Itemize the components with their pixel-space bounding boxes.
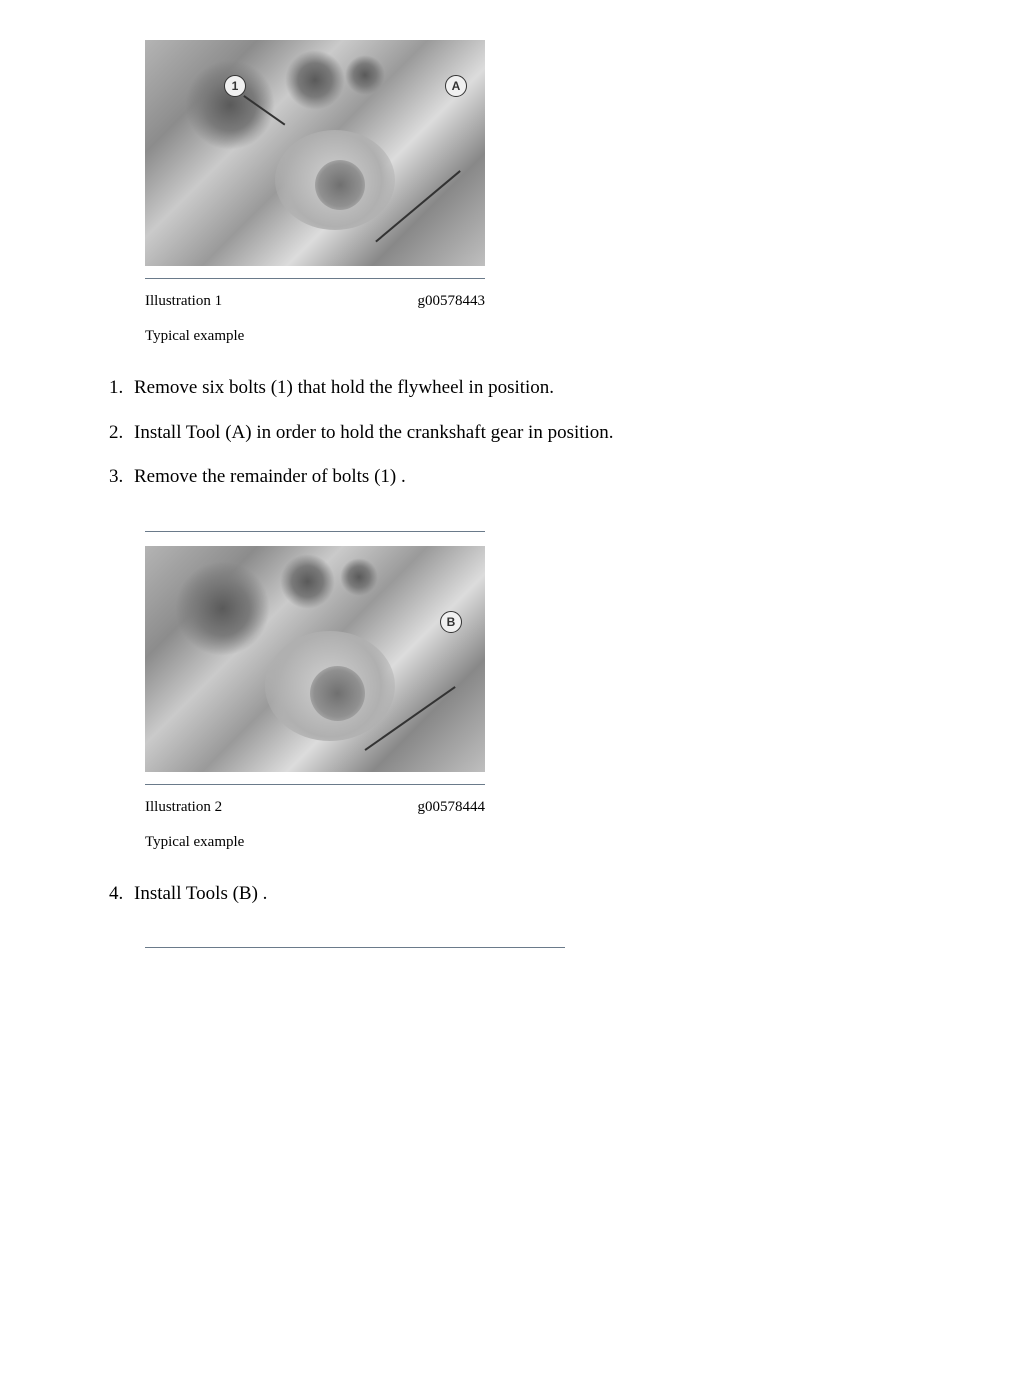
callout-b: B xyxy=(440,611,462,633)
steps-group-2: Install Tools (B) . xyxy=(100,881,924,908)
figure-2-top-divider xyxy=(145,531,485,532)
callout-b-label: B xyxy=(447,615,456,629)
figure-1-block: 1 A Illustration 1 g00578443 Typical exa… xyxy=(145,40,924,345)
step-item: Install Tool (A) in order to hold the cr… xyxy=(128,420,924,447)
figure-2-label: Illustration 2 xyxy=(145,799,222,816)
steps-group-1: Remove six bolts (1) that hold the flywh… xyxy=(100,375,924,491)
figure-2-block: B Illustration 2 g00578444 Typical examp… xyxy=(145,531,924,851)
callout-a-label: A xyxy=(452,79,461,93)
figure-1-caption-row: Illustration 1 g00578443 xyxy=(145,293,485,310)
document-page: 1 A Illustration 1 g00578443 Typical exa… xyxy=(0,0,1024,988)
figure-1-divider xyxy=(145,278,485,279)
figure-2-divider xyxy=(145,784,485,785)
step-item: Remove the remainder of bolts (1) . xyxy=(128,464,924,491)
step-item: Remove six bolts (1) that hold the flywh… xyxy=(128,375,924,402)
final-divider-block xyxy=(145,947,924,948)
callout-1: 1 xyxy=(224,75,246,97)
figure-2-image: B xyxy=(145,546,485,772)
figure-2-caption: Typical example xyxy=(145,834,924,851)
figure-1-label: Illustration 1 xyxy=(145,293,222,310)
figure-1-caption: Typical example xyxy=(145,328,924,345)
callout-a: A xyxy=(445,75,467,97)
figure-2-code: g00578444 xyxy=(418,799,486,816)
figure-2-caption-row: Illustration 2 g00578444 xyxy=(145,799,485,816)
step-item: Install Tools (B) . xyxy=(128,881,924,908)
figure-1-code: g00578443 xyxy=(418,293,486,310)
figure-1-image: 1 A xyxy=(145,40,485,266)
final-divider xyxy=(145,947,565,948)
callout-1-label: 1 xyxy=(232,79,239,93)
